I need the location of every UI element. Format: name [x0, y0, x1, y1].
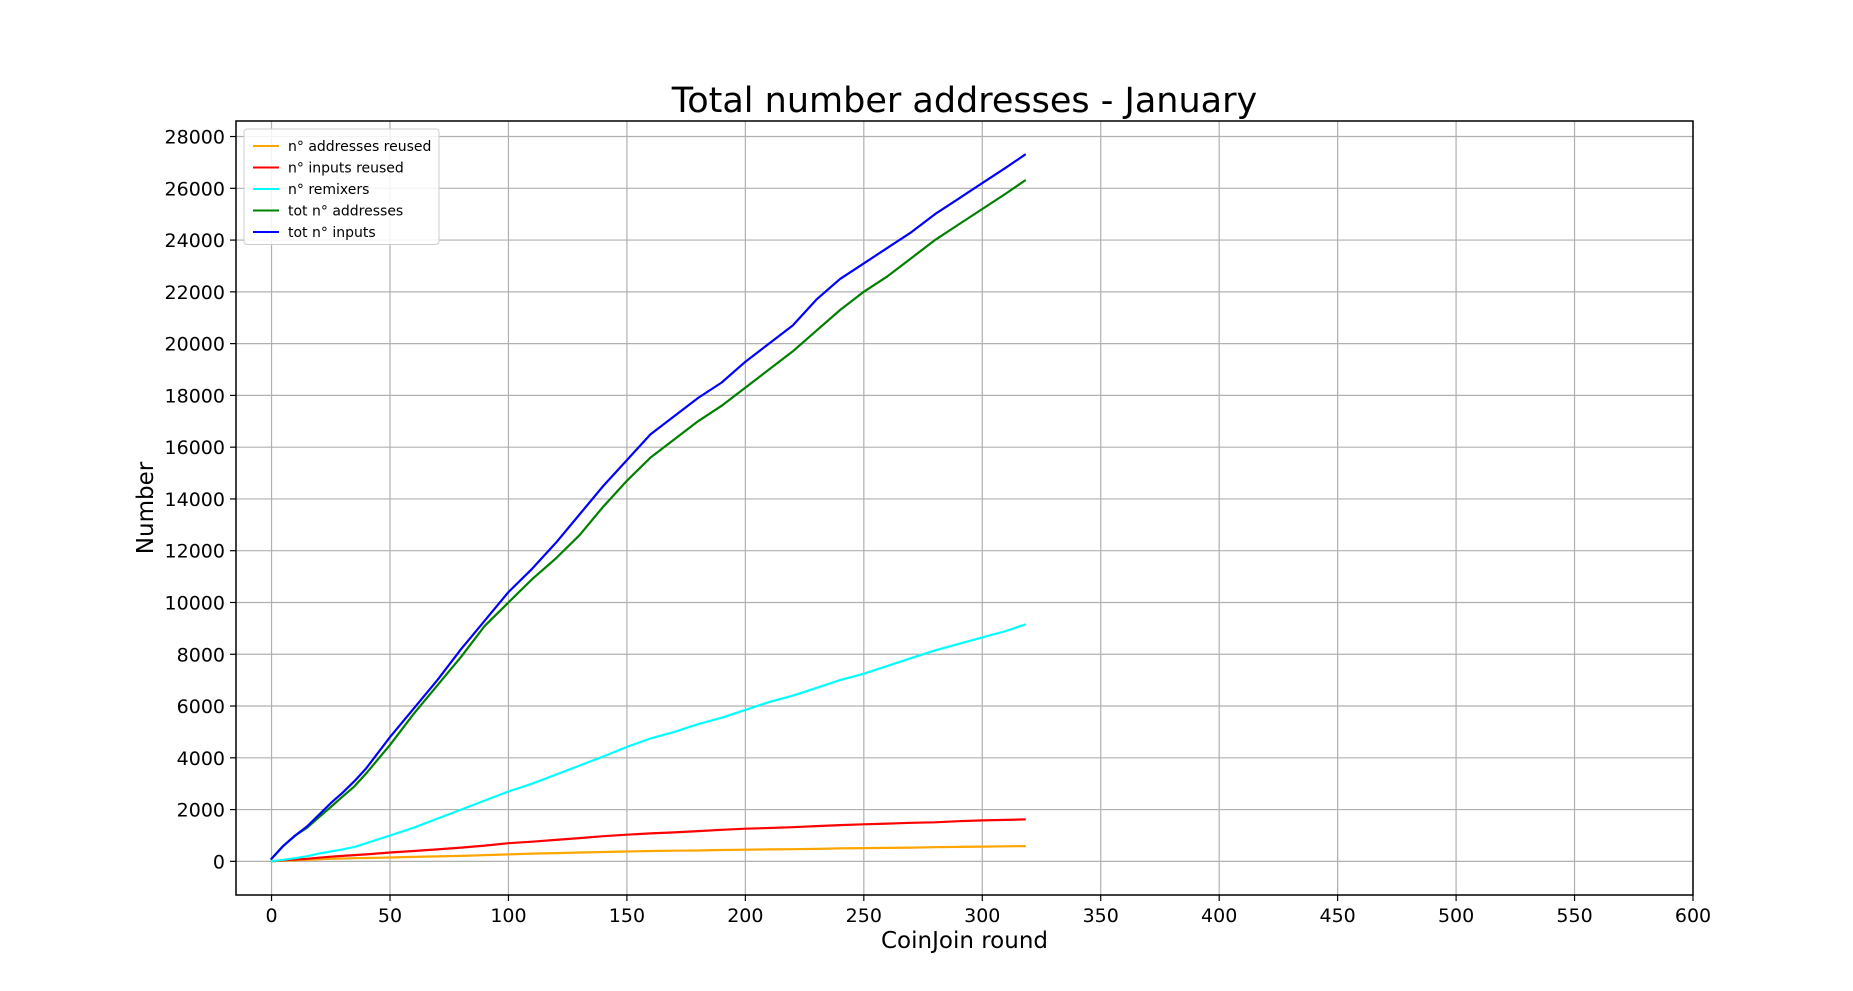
x-tick-label: 450	[1320, 905, 1356, 927]
x-tick-label: 200	[727, 905, 763, 927]
y-tick-label: 6000	[177, 696, 225, 718]
legend-label: n° remixers	[288, 182, 369, 198]
series-line-n-addresses-reused	[270, 844, 1027, 863]
legend-label: n° addresses reused	[288, 139, 431, 155]
series-line-tot-n-addresses	[270, 179, 1027, 860]
y-tick-label: 18000	[165, 385, 225, 407]
y-axis-title: Number	[133, 461, 159, 554]
legend-label: tot n° addresses	[288, 204, 403, 220]
x-tick-label: 100	[490, 905, 526, 927]
y-tick-label: 24000	[165, 230, 225, 252]
y-tick-label: 10000	[165, 592, 225, 614]
x-tick-label: 0	[265, 905, 277, 927]
series-line-n-remixers	[270, 623, 1027, 863]
y-tick-label: 0	[213, 851, 225, 873]
x-axis-ticks: 0 50 100 150 200 250 300 350 400 450 500 550 600	[265, 895, 1711, 927]
x-tick-label: 600	[1675, 905, 1711, 927]
legend-label: tot n° inputs	[288, 225, 376, 241]
series-line-n-inputs-reused	[270, 818, 1027, 863]
x-tick-label: 250	[846, 905, 882, 927]
y-tick-label: 2000	[177, 800, 225, 822]
series-lines	[270, 153, 1027, 863]
y-axis-ticks: 0 2000 4000 6000 8000 10000 12000 14000 16000 180…	[165, 127, 236, 873]
chart-title: Total number addresses - January	[671, 81, 1257, 121]
legend: n° addresses reused n° inputs reused n° re…	[243, 128, 440, 245]
y-tick-label: 22000	[165, 282, 225, 304]
y-tick-label: 16000	[165, 437, 225, 459]
x-tick-label: 300	[964, 905, 1000, 927]
legend-box	[243, 128, 440, 245]
y-tick-label: 14000	[165, 489, 225, 511]
y-tick-label: 28000	[165, 127, 225, 149]
x-tick-label: 500	[1438, 905, 1474, 927]
y-tick-label: 8000	[177, 644, 225, 666]
series-line-tot-n-inputs	[270, 153, 1027, 860]
y-tick-label: 20000	[165, 334, 225, 356]
x-tick-label: 350	[1083, 905, 1119, 927]
x-tick-label: 150	[609, 905, 645, 927]
grid	[236, 121, 1694, 895]
y-tick-label: 12000	[165, 541, 225, 563]
x-axis-title: CoinJoin round	[881, 928, 1048, 954]
plot-area-frame	[235, 120, 1694, 896]
x-tick-label: 550	[1556, 905, 1592, 927]
legend-label: n° inputs reused	[288, 161, 404, 177]
y-tick-label: 4000	[177, 748, 225, 770]
x-tick-label: 50	[378, 905, 402, 927]
x-tick-label: 400	[1201, 905, 1237, 927]
y-tick-label: 26000	[165, 178, 225, 200]
